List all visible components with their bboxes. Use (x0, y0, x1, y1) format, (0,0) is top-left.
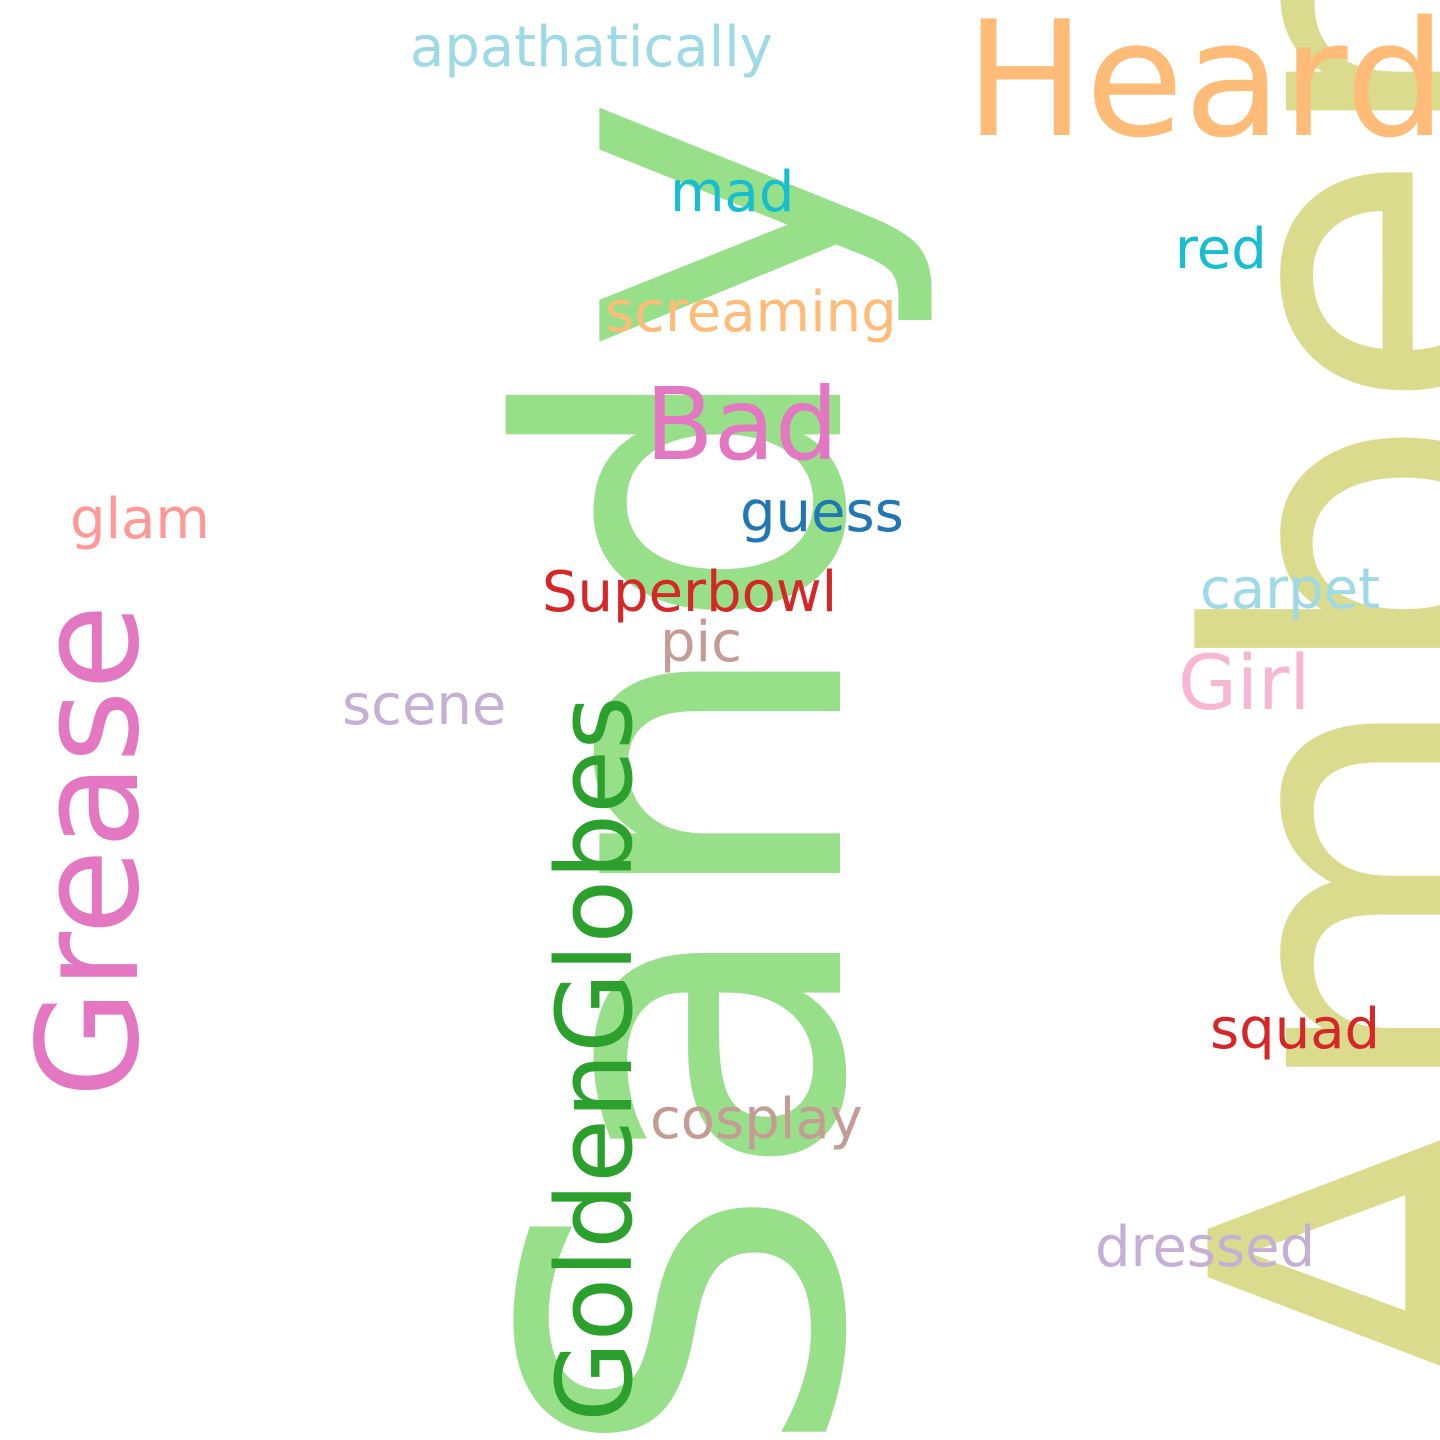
word-superbowl: Superbowl (542, 560, 838, 625)
word-pic: pic (660, 610, 742, 675)
word-squad: squad (1210, 997, 1381, 1062)
word-screaming: screaming (605, 280, 897, 345)
word-bad: Bad (645, 366, 839, 483)
word-guess: guess (740, 480, 904, 545)
word-carpet: carpet (1200, 557, 1381, 622)
word-apathatically: apathatically (410, 15, 773, 80)
word-goldenglobes: GoldenGlobes (534, 695, 656, 1422)
word-scene: scene (342, 673, 507, 738)
word-heard: Heard (965, 0, 1440, 173)
word-glam: glam (70, 487, 210, 552)
word-dressed: dressed (1095, 1215, 1316, 1280)
word-cosplay: cosplay (650, 1087, 863, 1152)
word-girl: Girl (1178, 638, 1311, 727)
word-red: red (1175, 217, 1267, 282)
word-grease: Grease (8, 604, 171, 1098)
word-mad: mad (670, 160, 795, 225)
